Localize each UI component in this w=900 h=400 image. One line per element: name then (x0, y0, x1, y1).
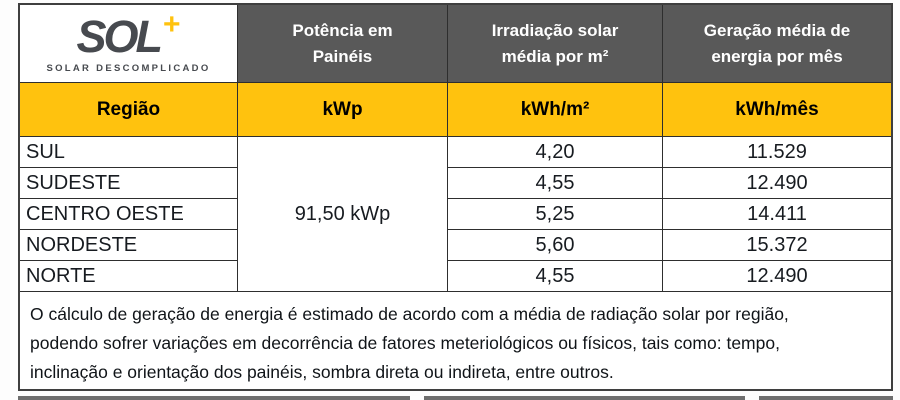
generation-cell-sudeste: 12.490 (663, 168, 891, 199)
merged-kwp-value-cell: 91,50 kWp (238, 137, 448, 292)
generation-cell-sul: 11.529 (663, 137, 891, 168)
cutoff-row-segment-2 (424, 396, 745, 400)
header-potencia-line1: Potência em (292, 20, 393, 40)
header-cell-potencia: Potência em Painéis (238, 5, 448, 83)
unit-cell-kwh-m2: kWh/m² (448, 83, 663, 137)
logo-cell: SOL + SOLAR DESCOMPLICADO (20, 5, 238, 83)
sol-plus-logo: SOL + (76, 9, 180, 62)
logo-text: SOL (76, 10, 162, 62)
unit-cell-kwp: kWp (238, 83, 448, 137)
header-geracao-line2: energia por mês (711, 46, 843, 66)
logo-subtitle: SOLAR DESCOMPLICADO (46, 62, 211, 74)
header-geracao-line1: Geração média de (703, 20, 851, 40)
logo-plus-icon: + (162, 7, 181, 41)
region-cell-norte: NORTE (20, 261, 238, 292)
solar-generation-table: SOL + SOLAR DESCOMPLICADO Potência em Pa… (18, 3, 893, 391)
region-cell-nordeste: NORDESTE (20, 230, 238, 261)
generation-cell-centro-oeste: 14.411 (663, 199, 891, 230)
irradiation-cell-norte: 4,55 (448, 261, 663, 292)
irradiation-cell-nordeste: 5,60 (448, 230, 663, 261)
unit-cell-regiao: Região (20, 83, 238, 137)
generation-cell-nordeste: 15.372 (663, 230, 891, 261)
unit-cell-kwh-mes: kWh/mês (663, 83, 891, 137)
header-cell-geracao: Geração média de energia por mês (663, 5, 891, 83)
footer-note-cell: O cálculo de geração de energia é estima… (20, 292, 891, 389)
header-irradiacao-line1: Irradiação solar (491, 20, 619, 40)
region-cell-centro-oeste: CENTRO OESTE (20, 199, 238, 230)
cutoff-row-segment-3 (759, 396, 893, 400)
region-cell-sudeste: SUDESTE (20, 168, 238, 199)
irradiation-cell-sul: 4,20 (448, 137, 663, 168)
cutoff-row-segment-1 (18, 396, 410, 400)
irradiation-cell-sudeste: 4,55 (448, 168, 663, 199)
irradiation-cell-centro-oeste: 5,25 (448, 199, 663, 230)
footer-note-text: O cálculo de geração de energia é estima… (30, 304, 789, 382)
header-potencia-line2: Painéis (312, 46, 373, 66)
generation-cell-norte: 12.490 (663, 261, 891, 292)
region-cell-sul: SUL (20, 137, 238, 168)
header-irradiacao-line2: média por m² (501, 46, 609, 66)
header-cell-irradiacao: Irradiação solar média por m² (448, 5, 663, 83)
